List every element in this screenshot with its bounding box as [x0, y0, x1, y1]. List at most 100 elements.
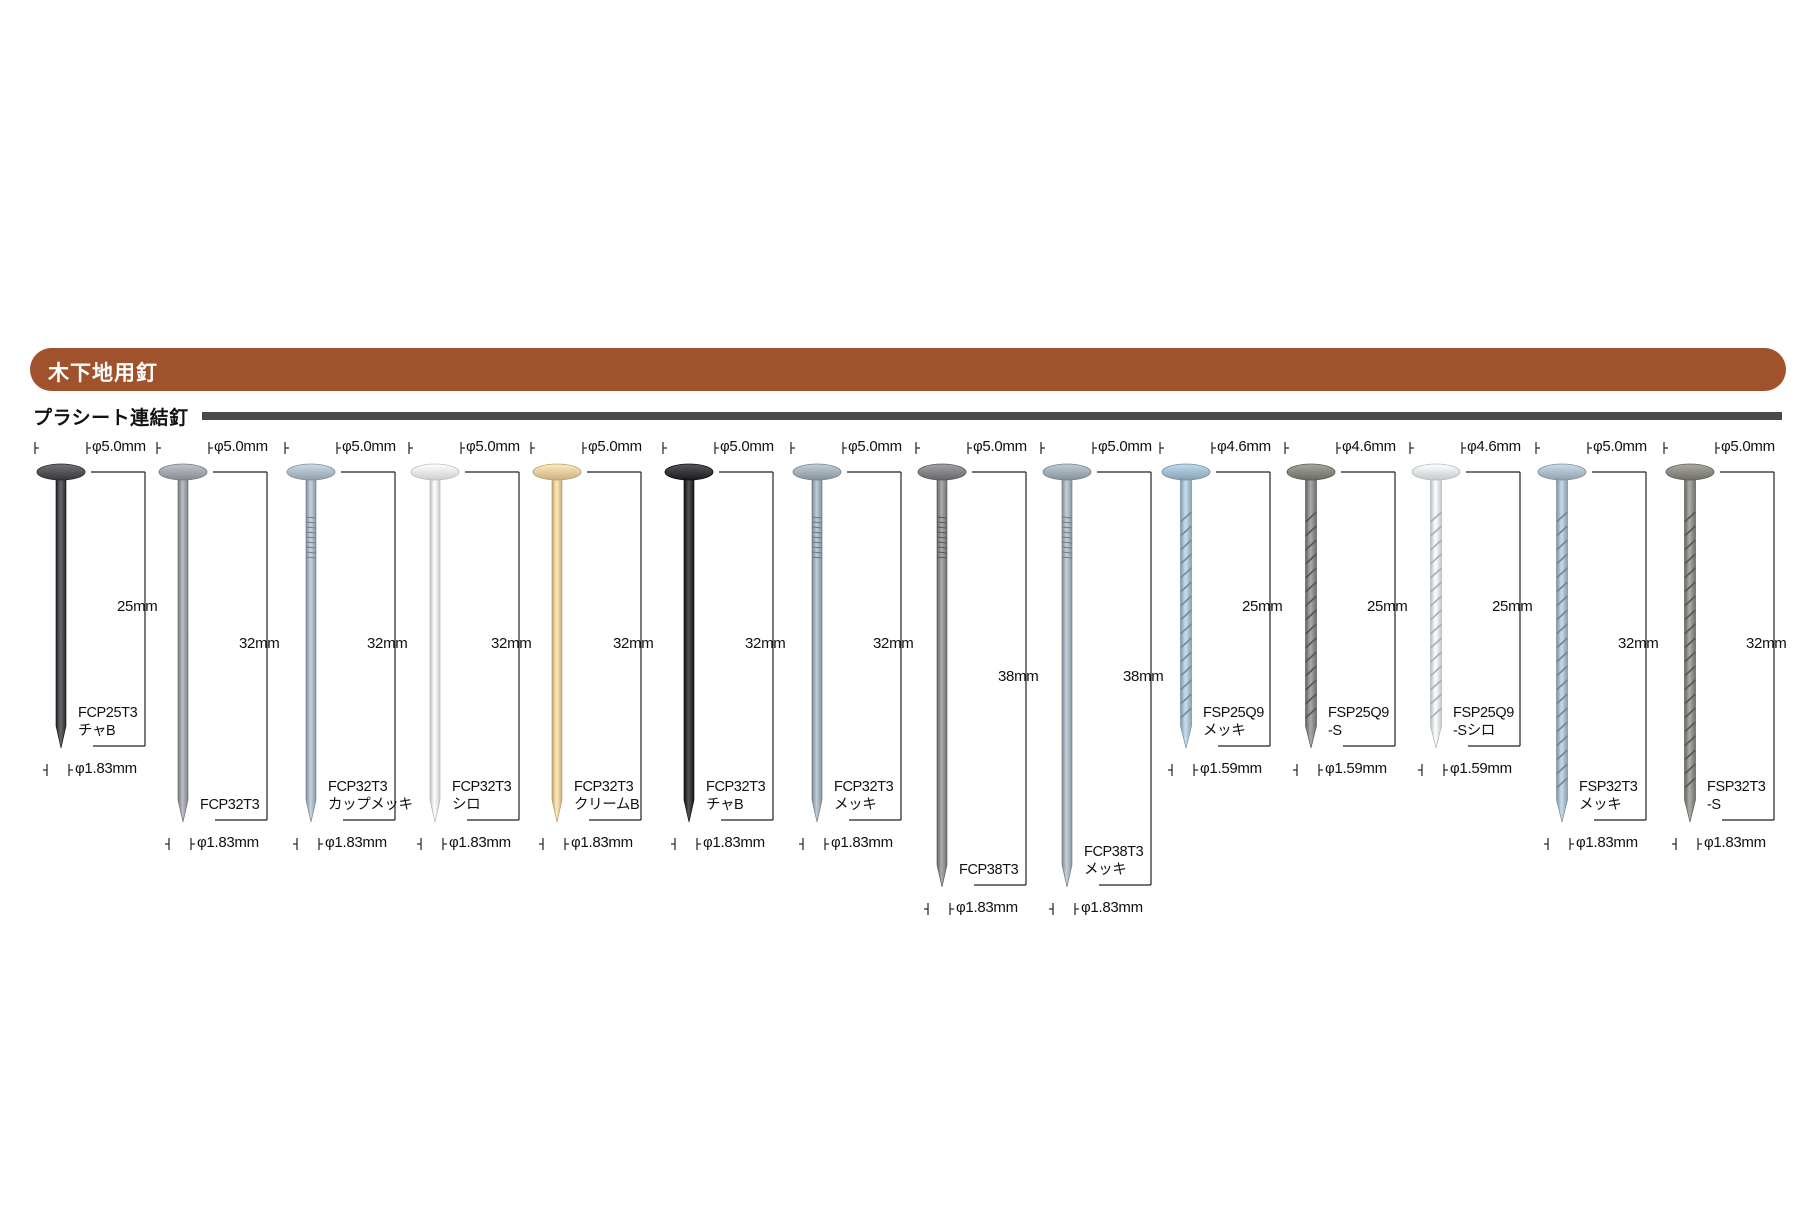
nail-head: [792, 463, 842, 481]
shank-thread: [1683, 511, 1697, 523]
shank-ring: [811, 516, 823, 519]
nail-code-label: FCP32T3: [834, 779, 894, 795]
shank-thread: [1555, 763, 1569, 775]
shank-ring: [305, 551, 317, 554]
shank-thread: [1429, 581, 1443, 593]
length-label: 25mm: [1492, 598, 1533, 615]
shank-ring: [811, 551, 823, 554]
nail-head: [1411, 463, 1461, 481]
shank-ring: [1061, 521, 1073, 524]
shank-thread: [1179, 567, 1193, 579]
shank-diameter-label: φ1.83mm: [956, 899, 1018, 916]
nail-finish-label: クリームB: [574, 797, 640, 813]
head-diameter-label: φ4.6mm: [1217, 438, 1271, 455]
shank-thread: [1683, 651, 1697, 663]
shank-ring: [1061, 541, 1073, 544]
nail-code-label: FCP32T3: [200, 797, 260, 813]
head-diameter-label: φ5.0mm: [720, 438, 774, 455]
shank-thread: [1683, 539, 1697, 551]
shank-ring: [936, 536, 948, 539]
shank-thread: [1555, 581, 1569, 593]
shank-ring: [305, 541, 317, 544]
shank-thread: [1555, 609, 1569, 621]
length-label: 32mm: [745, 635, 786, 652]
shank-ring: [936, 516, 948, 519]
shank-thread: [1555, 735, 1569, 747]
shank-thread: [1304, 511, 1318, 523]
shank-ring: [1061, 556, 1073, 559]
shank-thread: [1683, 595, 1697, 607]
shank-thread: [1429, 511, 1443, 523]
shank-thread: [1179, 553, 1193, 565]
shank-ring: [1061, 546, 1073, 549]
nail-finish-label: チャB: [706, 797, 744, 813]
shank-thread: [1555, 707, 1569, 719]
shank-thread: [1429, 637, 1443, 649]
nail-code-label: FCP32T3: [328, 779, 388, 795]
shank-thread: [1304, 553, 1318, 565]
shank-thread: [1683, 609, 1697, 621]
shank-diameter-label: φ1.83mm: [1704, 834, 1766, 851]
nail-finish-label: チャB: [78, 723, 116, 739]
nail-head: [1665, 463, 1715, 481]
shank-ring: [305, 521, 317, 524]
shank-ring: [936, 521, 948, 524]
length-label: 32mm: [1618, 635, 1659, 652]
shank-thread: [1555, 749, 1569, 761]
shank-ring: [1061, 536, 1073, 539]
nail-head: [917, 463, 967, 481]
nail-head: [36, 463, 86, 481]
shank-ring: [936, 531, 948, 534]
shank-ring: [305, 531, 317, 534]
nail-head: [1286, 463, 1336, 481]
nail-finish-label: メッキ: [1203, 723, 1246, 739]
shank-thread: [1683, 679, 1697, 691]
shank-thread: [1683, 623, 1697, 635]
shank-thread: [1304, 567, 1318, 579]
shank-thread: [1555, 777, 1569, 789]
shank-ring: [811, 531, 823, 534]
shank-thread: [1683, 735, 1697, 747]
head-diameter-label: φ4.6mm: [1467, 438, 1521, 455]
nail-finish-label: -S: [1328, 723, 1342, 739]
shank-diameter-label: φ1.59mm: [1450, 760, 1512, 777]
shank-thread: [1429, 707, 1443, 719]
shank-ring: [811, 541, 823, 544]
shank-thread: [1683, 525, 1697, 537]
length-label: 25mm: [1367, 598, 1408, 615]
shank-ring: [305, 536, 317, 539]
head-diameter-label: φ5.0mm: [342, 438, 396, 455]
shank-thread: [1683, 763, 1697, 775]
nail-finish-label: シロ: [452, 797, 481, 813]
shank-thread: [1555, 651, 1569, 663]
shank-diameter-label: φ1.59mm: [1325, 760, 1387, 777]
nail-head: [1161, 463, 1211, 481]
shank-thread: [1429, 595, 1443, 607]
shank-thread: [1429, 567, 1443, 579]
subsection-title: プラシート連結釘: [33, 408, 189, 429]
shank-thread: [1555, 595, 1569, 607]
nail-code-label: FSP25Q9: [1453, 705, 1514, 721]
shank-thread: [1304, 595, 1318, 607]
shank-thread: [1179, 637, 1193, 649]
shank-diameter-label: φ1.83mm: [325, 834, 387, 851]
nail-finish-label: カップメッキ: [328, 797, 413, 813]
shank-thread: [1304, 707, 1318, 719]
shank-ring: [811, 536, 823, 539]
length-label: 32mm: [613, 635, 654, 652]
shank-thread: [1304, 581, 1318, 593]
section-banner: [30, 348, 1786, 391]
shank-diameter-label: φ1.83mm: [197, 834, 259, 851]
length-label: 38mm: [1123, 667, 1164, 685]
shank-ring: [305, 546, 317, 549]
head-diameter-label: φ4.6mm: [1342, 438, 1396, 455]
nail-head: [410, 463, 460, 481]
shank-thread: [1179, 679, 1193, 691]
shank-thread: [1555, 539, 1569, 551]
head-diameter-label: φ5.0mm: [1721, 438, 1775, 455]
shank-thread: [1304, 539, 1318, 551]
